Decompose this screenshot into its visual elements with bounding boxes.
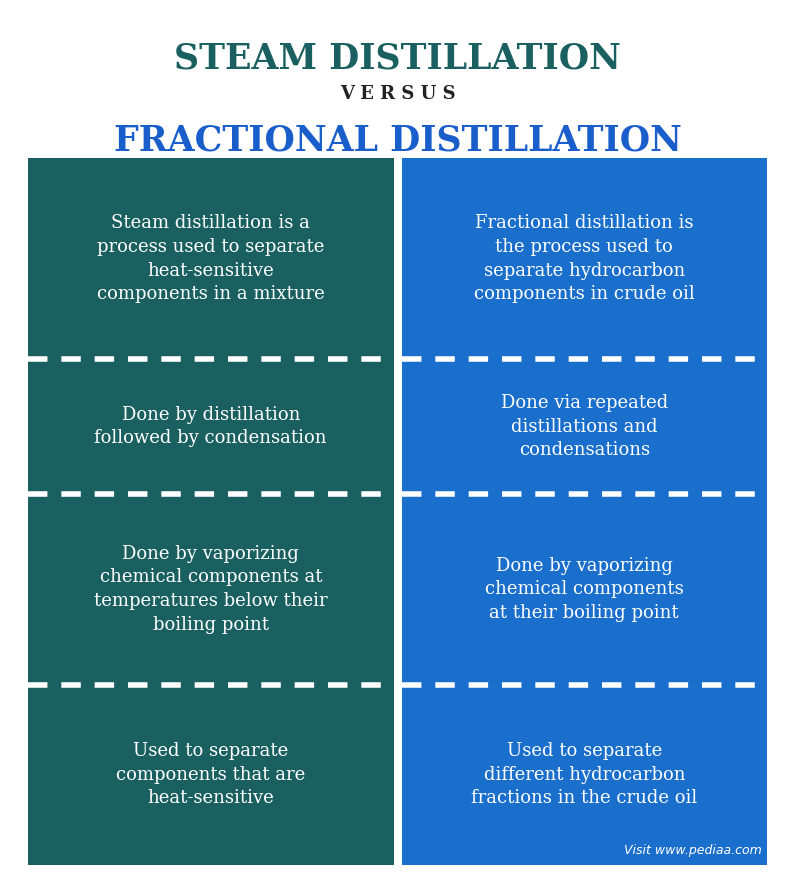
Text: Used to separate
components that are
heat-sensitive: Used to separate components that are hea… (116, 742, 305, 807)
Text: Done by distillation
followed by condensation: Done by distillation followed by condens… (95, 405, 327, 447)
Bar (28, 685, 394, 865)
Bar (28, 158, 394, 360)
Text: Steam distillation is a
process used to separate
heat-sensitive
components in a : Steam distillation is a process used to … (97, 214, 324, 303)
Bar (394, 158, 401, 865)
Bar (28, 360, 394, 494)
Text: FRACTIONAL DISTILLATION: FRACTIONAL DISTILLATION (114, 123, 681, 157)
Text: Fractional distillation is
the process used to
separate hydrocarbon
components i: Fractional distillation is the process u… (474, 214, 695, 303)
Text: V E R S U S: V E R S U S (339, 85, 456, 103)
Bar (401, 494, 767, 685)
Bar (401, 360, 767, 494)
Bar (401, 685, 767, 865)
Bar (401, 158, 767, 360)
Text: Done by vaporizing
chemical components
at their boiling point: Done by vaporizing chemical components a… (485, 556, 684, 622)
Text: Visit www.pediaa.com: Visit www.pediaa.com (624, 844, 762, 857)
Bar (28, 494, 394, 685)
Text: Done by vaporizing
chemical components at
temperatures below their
boiling point: Done by vaporizing chemical components a… (94, 545, 328, 634)
Text: Used to separate
different hydrocarbon
fractions in the crude oil: Used to separate different hydrocarbon f… (471, 742, 697, 807)
Text: Done via repeated
distillations and
condensations: Done via repeated distillations and cond… (501, 394, 668, 459)
Text: STEAM DISTILLATION: STEAM DISTILLATION (174, 41, 621, 75)
